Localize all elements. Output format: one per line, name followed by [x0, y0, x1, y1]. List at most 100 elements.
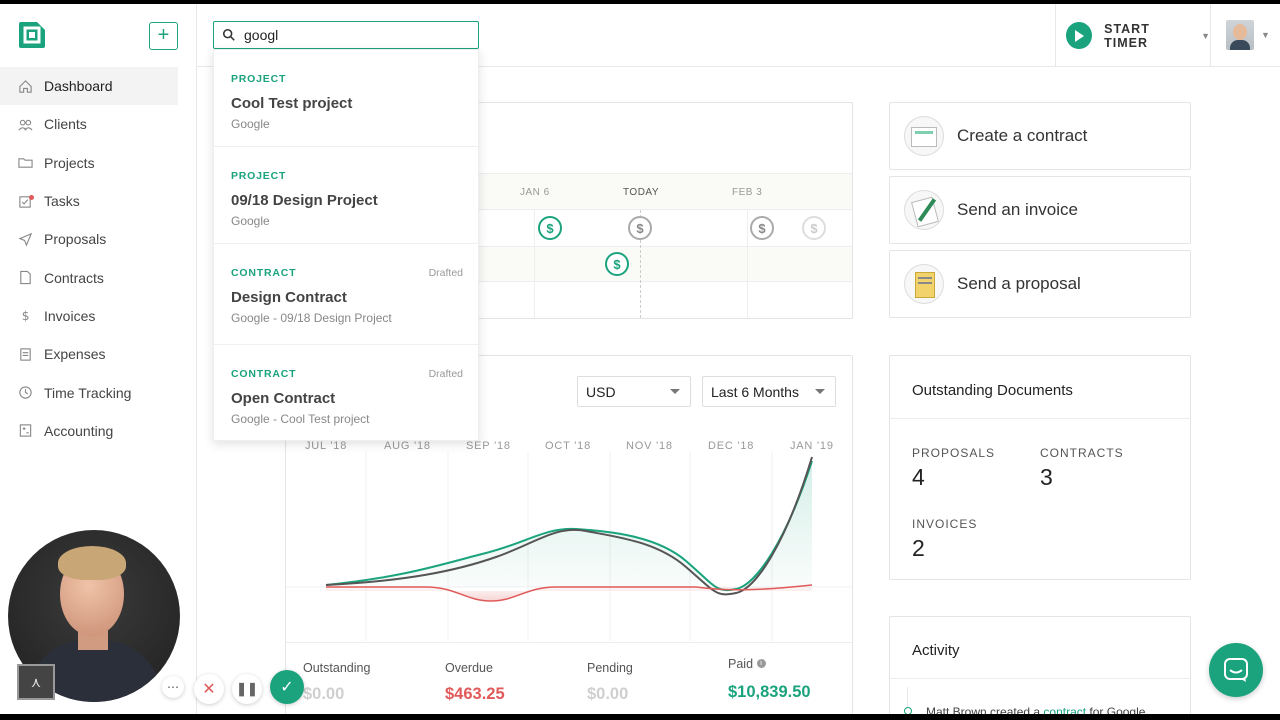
- result-type: PROJECT: [231, 170, 287, 182]
- total-series-line: [325, 456, 813, 596]
- notification-dot: [29, 194, 34, 200]
- sidebar-item-label: Expenses: [44, 346, 106, 363]
- search-box[interactable]: [213, 21, 479, 49]
- search-result-item[interactable]: CONTRACT Drafted Design Contract Google …: [214, 244, 480, 345]
- info-icon[interactable]: i: [756, 659, 766, 668]
- stat-value: $0.00: [587, 685, 629, 703]
- chevron-down-icon: [815, 389, 825, 394]
- payment-coin-icon[interactable]: $: [750, 216, 774, 240]
- contracts-count[interactable]: 3: [1040, 464, 1053, 490]
- sidebar-item-contracts[interactable]: Contracts: [0, 258, 178, 296]
- income-stats: Outstanding $0.00 Overdue $463.25 Pendin…: [286, 642, 852, 714]
- payment-coin-icon[interactable]: $: [538, 216, 562, 240]
- document-icon: [20, 270, 31, 285]
- send-proposal-button[interactable]: Send a proposal: [889, 250, 1191, 318]
- payment-coin-icon[interactable]: $: [628, 216, 652, 240]
- month-label: NOV '18: [626, 440, 673, 452]
- income-series-line: [325, 460, 813, 592]
- svg-text:$: $: [22, 310, 30, 324]
- folder-icon: [18, 158, 33, 168]
- search-result-item[interactable]: PROJECT Cool Test project Google: [214, 50, 480, 147]
- search-result-item[interactable]: PROJECT 09/18 Design Project Google: [214, 147, 480, 244]
- activity-entry: Matt Brown created a contract for Google: [926, 705, 1145, 714]
- result-subtitle: Google - 09/18 Design Project: [231, 311, 392, 325]
- result-status: Drafted: [428, 368, 463, 380]
- more-options-icon[interactable]: ⋯: [162, 676, 184, 698]
- chevron-down-icon: [670, 389, 680, 394]
- proposals-count[interactable]: 4: [912, 464, 925, 490]
- sidebar-item-dashboard[interactable]: Dashboard: [0, 67, 178, 106]
- send-invoice-button[interactable]: Send an invoice: [889, 176, 1191, 244]
- period-value: Last 6 Months: [711, 383, 799, 400]
- result-subtitle: Google: [231, 117, 270, 131]
- invoices-count[interactable]: 2: [912, 535, 925, 561]
- sidebar-item-clients[interactable]: Clients: [0, 105, 178, 143]
- stat-label: Pending: [587, 661, 633, 675]
- sidebar-item-label: Contracts: [44, 269, 104, 286]
- clients-icon: [18, 119, 33, 131]
- period-select[interactable]: Last 6 Months: [702, 376, 836, 407]
- start-timer-label: START TIMER: [1104, 21, 1150, 50]
- activity-dot: [904, 707, 912, 714]
- chat-icon: [1224, 658, 1248, 682]
- sidebar-item-label: Dashboard: [44, 78, 113, 95]
- sidebar-item-tasks[interactable]: Tasks: [0, 182, 178, 220]
- card-title: Activity: [912, 642, 960, 659]
- sidebar-item-accounting[interactable]: Accounting: [0, 412, 178, 450]
- play-icon: [1066, 22, 1093, 49]
- stat-value: $10,839.50: [728, 683, 811, 701]
- payment-coin-icon[interactable]: $: [802, 216, 826, 240]
- result-type: CONTRACT: [231, 267, 297, 279]
- home-icon: [19, 79, 32, 93]
- chevron-down-icon[interactable]: ▼: [1261, 30, 1270, 40]
- finish-recording-button[interactable]: ✓: [270, 670, 304, 704]
- invoice-illustration-icon: [904, 190, 944, 230]
- sidebar-item-label: Proposals: [44, 231, 107, 248]
- stat-label-row: Paid i: [728, 657, 811, 671]
- stat-value: $0.00: [303, 685, 345, 703]
- proposals-label: PROPOSALS: [912, 446, 996, 460]
- pause-recording-button[interactable]: ❚❚: [232, 674, 262, 704]
- activity-card: Activity Matt Brown created a contract f…: [889, 616, 1191, 714]
- sidebar-item-expenses[interactable]: Expenses: [0, 335, 178, 373]
- recorder-logo-icon[interactable]: ⋏: [17, 664, 55, 700]
- app-logo-icon[interactable]: [17, 20, 47, 50]
- contracts-label: CONTRACTS: [1040, 446, 1124, 460]
- sidebar-item-label: Clients: [44, 116, 87, 133]
- timeline-label-today: TODAY: [623, 187, 660, 198]
- tasks-icon: [19, 195, 31, 208]
- start-timer-button[interactable]: START TIMER ▼: [1055, 4, 1211, 67]
- webcam-overlay: [8, 530, 180, 702]
- create-contract-button[interactable]: Create a contract: [889, 102, 1191, 170]
- stat-label: Outstanding: [303, 661, 371, 675]
- sidebar-item-time-tracking[interactable]: Time Tracking: [0, 373, 178, 411]
- sidebar-item-projects[interactable]: Projects: [0, 144, 178, 182]
- webcam-person-hair: [58, 546, 126, 580]
- stat-label: Overdue: [445, 661, 493, 675]
- proposal-illustration-icon: [904, 264, 944, 304]
- dollar-icon: $: [22, 310, 30, 324]
- payment-coin-icon[interactable]: $: [605, 252, 629, 276]
- calculator-icon: [19, 424, 32, 437]
- search-result-item[interactable]: CONTRACT Drafted Open Contract Google - …: [214, 345, 480, 442]
- sidebar-item-label: Invoices: [44, 307, 96, 324]
- contract-illustration-icon: [904, 116, 944, 156]
- timeline-label-feb3: FEB 3: [732, 187, 763, 198]
- currency-select[interactable]: USD: [577, 376, 691, 407]
- month-label: AUG '18: [384, 440, 431, 452]
- user-avatar[interactable]: [1226, 20, 1254, 50]
- result-subtitle: Google: [231, 214, 270, 228]
- chat-launcher-button[interactable]: [1209, 643, 1263, 697]
- timeline-gridline: [534, 210, 535, 318]
- activity-timeline-line: [907, 687, 908, 714]
- sidebar-item-invoices[interactable]: $ Invoices: [0, 297, 178, 335]
- add-new-button[interactable]: +: [149, 22, 178, 50]
- sidebar-item-proposals[interactable]: Proposals: [0, 220, 178, 258]
- cancel-recording-button[interactable]: ✕: [194, 674, 224, 704]
- activity-link[interactable]: contract: [1043, 705, 1087, 714]
- result-name: Open Contract: [231, 390, 336, 407]
- activity-text: for Google: [1086, 705, 1146, 714]
- search-input[interactable]: [244, 27, 464, 43]
- result-name: Cool Test project: [231, 95, 353, 112]
- chevron-down-icon: ▼: [1201, 30, 1210, 41]
